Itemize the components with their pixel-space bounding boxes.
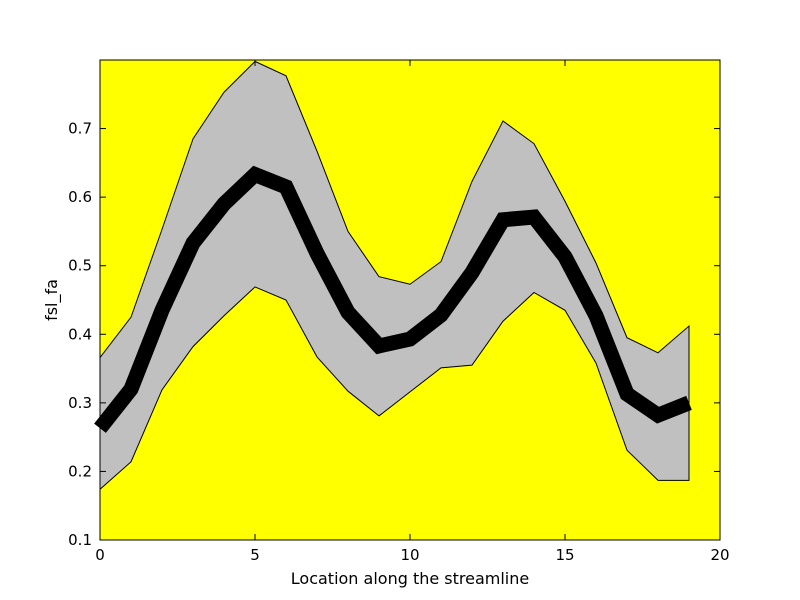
series-line [94,165,692,433]
y-tick-label: 0.2 [68,462,92,480]
confidence-band [99,60,690,491]
x-tick-label: 20 [710,546,729,564]
x-tick-label: 15 [555,546,574,564]
y-tick-label: 0.1 [68,531,92,549]
x-axis-label: Location along the streamline [291,569,529,588]
y-tick-label: 0.3 [68,394,92,412]
y-tick-label: 0.6 [68,188,92,206]
x-tick-label: 10 [400,546,419,564]
y-tick-label: 0.4 [68,325,92,343]
x-tick-label: 5 [250,546,260,564]
y-axis-label: fsl_fa [42,279,62,321]
y-tick-label: 0.7 [68,120,92,138]
x-tick-label: 0 [95,546,105,564]
series-line-layer [94,165,692,433]
confidence-band-layer [99,60,690,491]
x-axis: 0 5 10 15 20 [95,60,730,564]
y-axis: 0.1 0.2 0.3 0.4 0.5 0.6 0.7 [68,120,720,549]
y-tick-label: 0.5 [68,257,92,275]
